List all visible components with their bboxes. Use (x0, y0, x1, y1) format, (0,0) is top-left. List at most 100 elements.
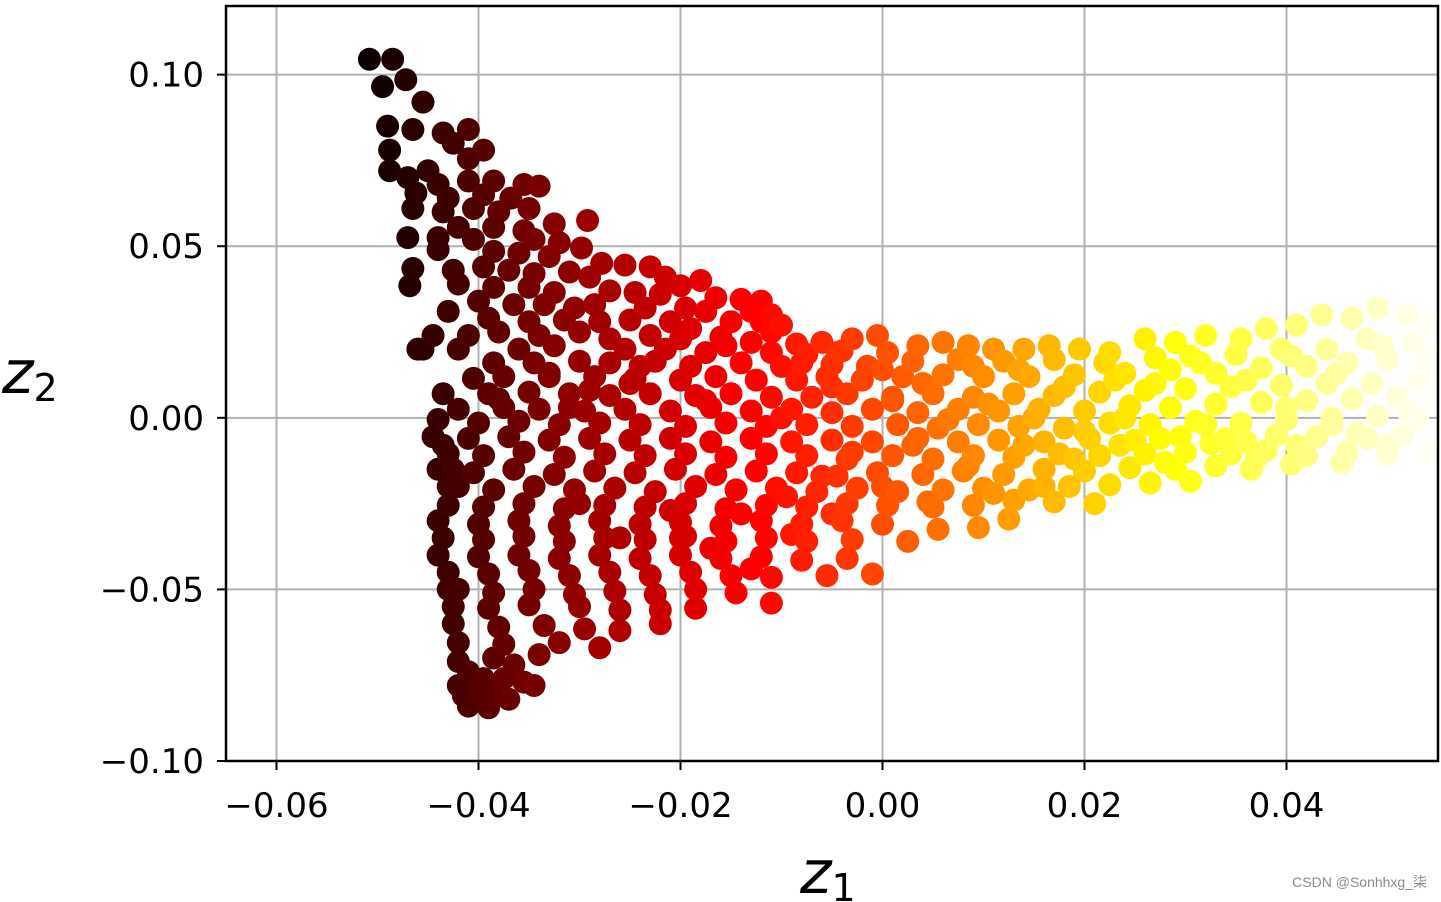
scatter-point (628, 413, 652, 437)
scatter-point (674, 296, 698, 320)
scatter-point (946, 430, 970, 454)
scatter-point (1315, 337, 1339, 361)
scatter-point (820, 401, 844, 425)
scatter-point (714, 529, 738, 553)
scatter-point (759, 591, 783, 615)
scatter-point (1360, 372, 1384, 395)
y-tick-label: 0.05 (128, 227, 204, 267)
scatter-point (714, 445, 738, 469)
scatter-point (461, 461, 485, 485)
scatter-point (840, 528, 864, 552)
scatter-point (921, 382, 945, 406)
scatter-point (1421, 378, 1438, 402)
scatter-point (552, 445, 576, 469)
scatter-point (482, 239, 506, 263)
scatter-point (477, 562, 501, 586)
scatter-point (704, 462, 728, 486)
scatter-point (613, 337, 637, 361)
scatter-point (724, 478, 748, 502)
scatter-point (527, 397, 551, 421)
scatter-point (982, 481, 1006, 505)
scatter-point (568, 595, 591, 619)
scatter-point (739, 399, 763, 423)
scatter-point (790, 548, 814, 572)
scatter-point (1062, 363, 1086, 387)
scatter-point (1416, 440, 1438, 464)
scatter-point (542, 462, 566, 486)
scatter-point (396, 226, 420, 250)
scatter-point (522, 577, 546, 601)
scatter-point (658, 310, 682, 334)
scatter-point (926, 517, 950, 541)
scatter-point (593, 493, 617, 517)
scatter-point (689, 269, 713, 293)
scatter-point (381, 47, 405, 71)
scatter-point (461, 227, 485, 251)
scatter-point (997, 507, 1021, 531)
scatter-point (633, 296, 657, 320)
scatter-point (669, 274, 692, 298)
scatter-point (512, 440, 536, 464)
x-tick-label: 0.02 (1047, 786, 1123, 826)
scatter-point (1042, 490, 1066, 514)
scatter-point (608, 526, 632, 550)
scatter-point (542, 212, 566, 236)
scatter-point (482, 581, 506, 605)
scatter-point (537, 361, 561, 385)
scatter-point (1042, 347, 1066, 371)
scatter-point (1057, 474, 1081, 498)
scatter-point (966, 516, 990, 540)
scatter-point (643, 480, 667, 504)
scatter-point (492, 396, 516, 420)
scatter-point (590, 251, 614, 275)
scatter-point (446, 397, 470, 421)
scatter-point (638, 564, 662, 588)
scatter-point (522, 674, 546, 697)
scatter-point (608, 619, 632, 643)
scatter-point (573, 617, 597, 641)
scatter-point (956, 334, 980, 358)
scatter-point (744, 368, 768, 392)
scatter-point (593, 442, 617, 466)
scatter-point (517, 559, 541, 583)
scatter-point (719, 310, 743, 334)
scatter-point (1335, 440, 1359, 464)
scatter-point (1229, 411, 1253, 435)
scatter-point (472, 528, 496, 552)
x-tick-label: −0.02 (628, 786, 732, 826)
scatter-point (1234, 430, 1258, 454)
scatter-point (532, 613, 556, 637)
scatter-point (871, 512, 894, 536)
scatter-point (1335, 351, 1359, 375)
scatter-point (1194, 413, 1218, 437)
scatter-point (739, 330, 763, 354)
scatter-point (992, 462, 1016, 486)
scatter-point (376, 114, 400, 138)
scatter-point (1098, 341, 1122, 365)
scatter-point (547, 231, 571, 255)
scatter-point (1113, 361, 1137, 385)
y-tick-label: −0.05 (100, 570, 204, 610)
scatter-point (1118, 456, 1142, 480)
scatter-point (1340, 387, 1364, 411)
scatter-point (770, 354, 793, 378)
scatter-point (815, 564, 839, 588)
scatter-point (714, 411, 738, 435)
y-axis-label-base: z (1, 338, 35, 408)
scatter-point (881, 389, 905, 413)
scatter-point (1249, 390, 1273, 414)
x-tick-label: 0.00 (845, 786, 921, 826)
scatter-point (744, 459, 768, 483)
scatter-point (1098, 473, 1122, 497)
scatter-point (835, 382, 859, 406)
scatter-point (1163, 330, 1187, 354)
scatter-point (1073, 459, 1096, 483)
scatter-point (658, 399, 682, 423)
scatter-point (512, 524, 536, 548)
scatter-point (729, 351, 753, 375)
scatter-point (456, 323, 480, 347)
x-axis-label: z1 (799, 838, 856, 902)
scatter-point (931, 478, 955, 502)
scatter-point (507, 409, 531, 433)
scatter-point (502, 653, 526, 677)
